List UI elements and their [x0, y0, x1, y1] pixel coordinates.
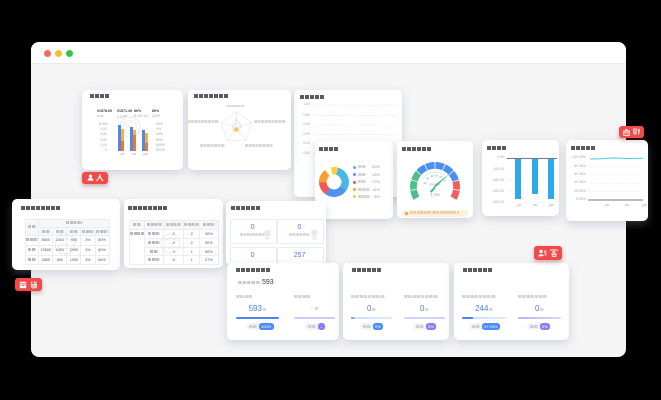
svg-text:5,73%: 5,73% [430, 193, 439, 197]
svg-text:60: 60 [440, 175, 443, 179]
svg-text:70: 70 [443, 179, 446, 183]
svg-text:20: 20 [424, 181, 427, 185]
svg-text:50: 50 [435, 174, 438, 178]
svg-text:40: 40 [431, 174, 434, 178]
svg-text:30: 30 [426, 177, 429, 181]
